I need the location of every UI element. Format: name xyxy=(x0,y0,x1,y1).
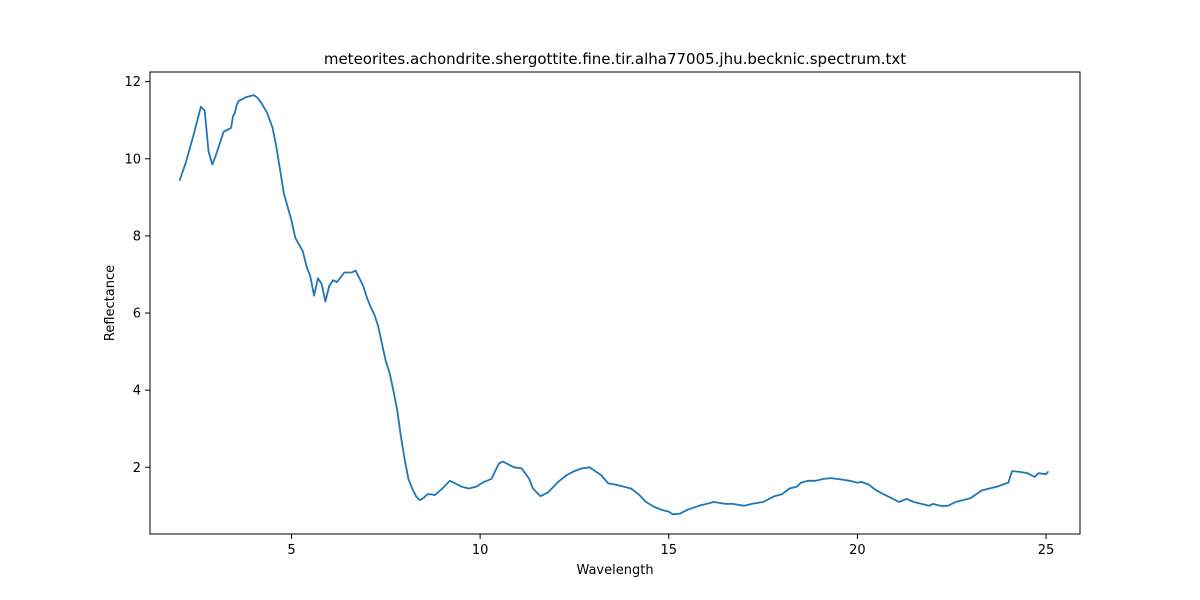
x-axis-label: Wavelength xyxy=(576,563,653,578)
y-tick-label: 2 xyxy=(133,461,141,476)
axes-frame xyxy=(149,71,1081,535)
x-tick-label: 25 xyxy=(1038,543,1055,558)
x-axis-ticks: 5 10 15 20 25 xyxy=(287,534,1054,558)
y-tick-label: 4 xyxy=(133,384,141,399)
x-tick-label: 20 xyxy=(849,543,866,558)
y-tick-label: 10 xyxy=(124,152,141,167)
x-tick-label: 10 xyxy=(472,543,489,558)
y-tick-label: 6 xyxy=(133,307,141,322)
y-tick-label: 12 xyxy=(124,75,141,90)
y-tick-label: 8 xyxy=(133,229,141,244)
x-tick-label: 15 xyxy=(660,543,677,558)
chart-title: meteorites.achondrite.shergottite.fine.t… xyxy=(324,50,906,68)
series-line-reflectance xyxy=(178,94,1049,516)
y-axis-label: Reflectance xyxy=(103,265,118,341)
plot-area: 5 10 15 20 25 2 4 6 8 10 12 xyxy=(124,71,1081,558)
y-axis-ticks: 2 4 6 8 10 12 xyxy=(124,75,150,476)
x-tick-label: 5 xyxy=(287,543,295,558)
